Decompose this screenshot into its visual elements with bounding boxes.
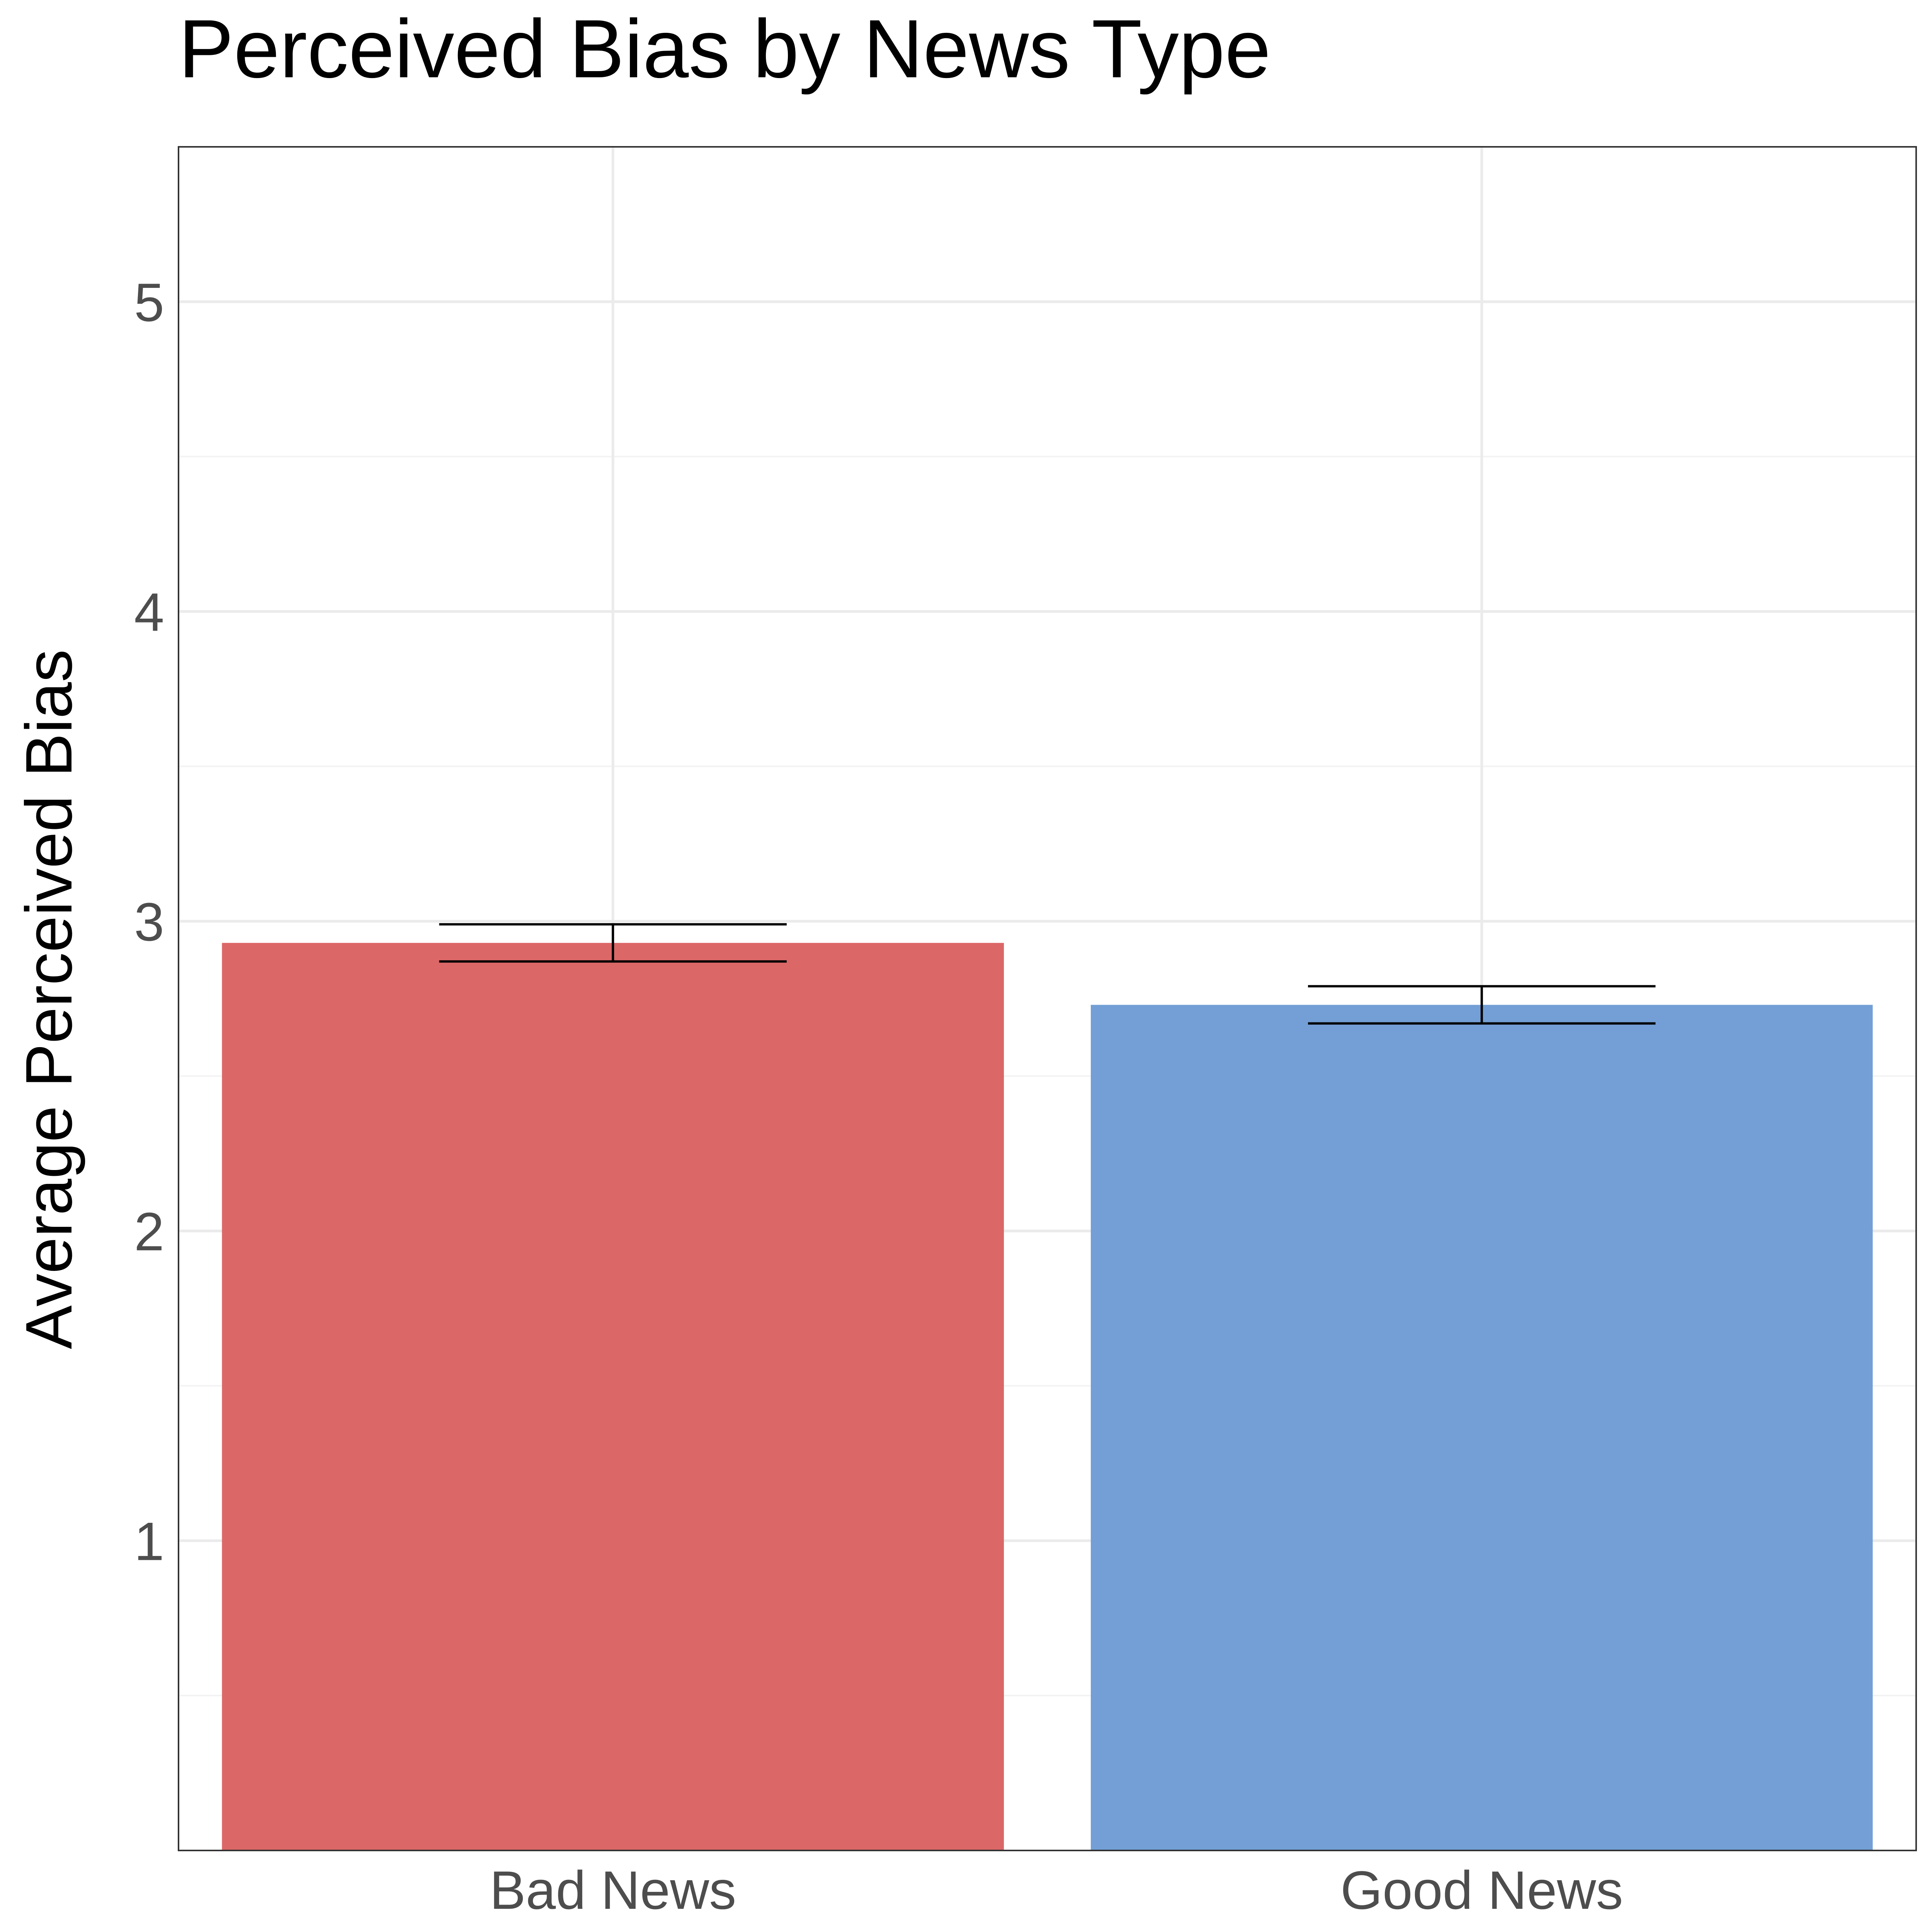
y-tick-label: 3	[134, 891, 164, 952]
error-bars-group	[439, 923, 1656, 1025]
x-tick-label: Good News	[1340, 1860, 1623, 1920]
bar-good-news	[1090, 1005, 1873, 1850]
y-axis-ticks: 1 2 3 4 5	[134, 272, 164, 1572]
error-bar	[439, 923, 787, 963]
chart-title: Perceived Bias by News Type	[179, 3, 1271, 95]
y-tick-label: 5	[134, 272, 164, 333]
x-axis-ticks: Bad News Good News	[490, 1860, 1623, 1920]
bar-bad-news	[222, 943, 1004, 1850]
y-tick-label: 2	[134, 1201, 164, 1262]
y-axis-title: Average Perceived Bias	[12, 649, 86, 1349]
y-tick-label: 1	[134, 1511, 164, 1571]
error-bar	[1308, 985, 1656, 1025]
panel-border	[178, 146, 1917, 1851]
bars-group	[222, 943, 1873, 1850]
y-tick-label: 4	[134, 582, 164, 642]
x-tick-label: Bad News	[490, 1860, 736, 1920]
